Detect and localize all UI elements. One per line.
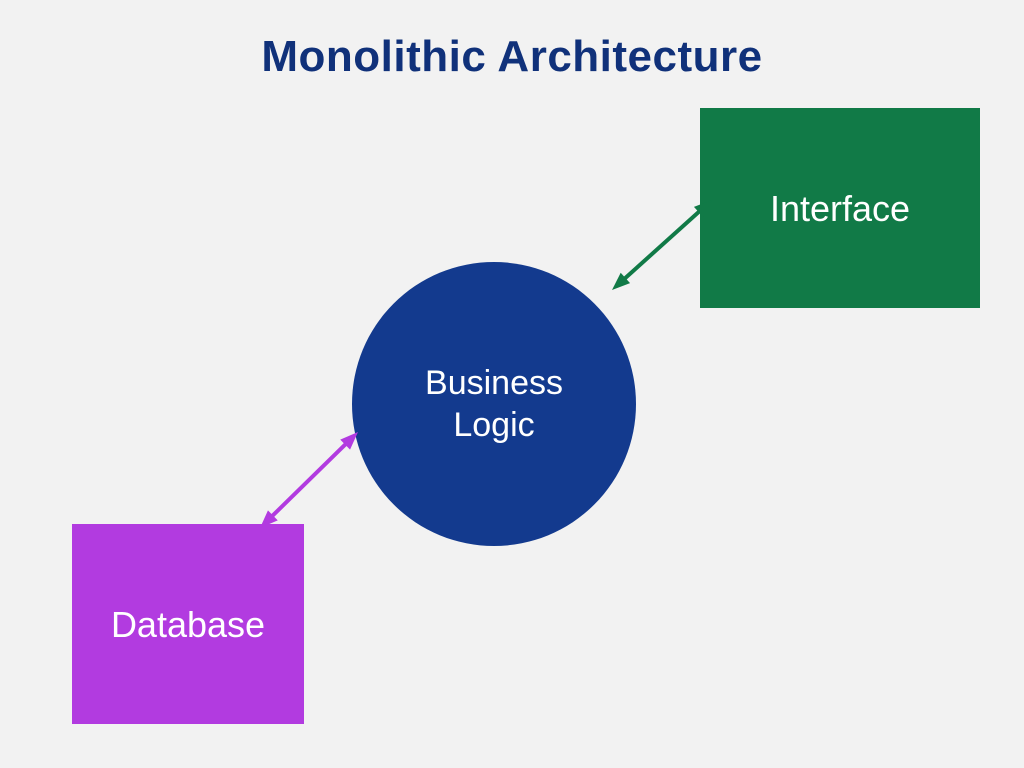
node-business-logic-label: BusinessLogic: [425, 362, 563, 447]
node-interface: Interface: [700, 108, 980, 308]
node-database: Database: [72, 524, 304, 724]
diagram-canvas: Monolithic Architecture BusinessLogic In…: [0, 0, 1024, 768]
diagram-title: Monolithic Architecture: [0, 32, 1024, 82]
node-business-logic: BusinessLogic: [352, 262, 636, 546]
node-interface-label: Interface: [770, 186, 910, 231]
node-database-label: Database: [111, 602, 265, 647]
